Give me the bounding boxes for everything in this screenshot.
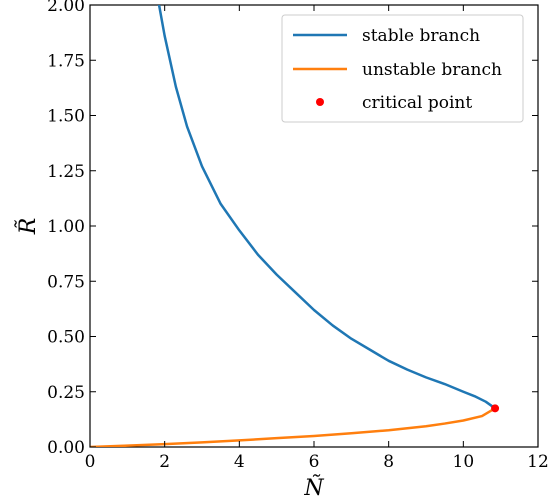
x-tick-label: 0 xyxy=(85,452,96,472)
y-tick-label: 0.50 xyxy=(47,328,85,348)
y-tick-label: 2.00 xyxy=(47,0,85,16)
y-axis-label: R̃ xyxy=(15,218,41,236)
x-tick-label: 10 xyxy=(453,452,475,472)
y-tick-label: 0.75 xyxy=(47,272,85,292)
y-axis-ticks: 0.00 0.25 0.50 0.75 1.00 1.25 1.50 1.75 2.00 xyxy=(47,0,538,458)
legend-label-stable-branch: stable branch xyxy=(362,26,480,46)
points-layer xyxy=(491,404,500,413)
series-layer xyxy=(90,5,497,447)
y-tick-label: 1.25 xyxy=(47,162,85,182)
x-tick-label: 6 xyxy=(309,452,320,472)
legend-box xyxy=(281,14,524,123)
y-tick-label: 0.00 xyxy=(47,438,85,458)
y-tick-label: 1.00 xyxy=(47,217,85,237)
legend: stable branch unstable branch critical p… xyxy=(281,14,524,123)
y-tick-label: 1.50 xyxy=(47,107,85,127)
x-tick-label: 4 xyxy=(234,452,245,472)
series-line-stable-branch xyxy=(157,5,497,410)
x-tick-label: 2 xyxy=(159,452,170,472)
critical-point-marker xyxy=(491,404,500,413)
y-tick-label: 1.75 xyxy=(47,51,85,71)
series-line-unstable-branch xyxy=(90,407,497,447)
y-tick-label: 0.25 xyxy=(47,383,85,403)
legend-label-critical-point: critical point xyxy=(362,93,472,113)
x-axis-ticks: 0 2 4 6 8 10 12 xyxy=(85,5,548,472)
legend-swatch-critical-point xyxy=(316,98,324,106)
x-tick-label: 12 xyxy=(527,452,548,472)
x-tick-label: 8 xyxy=(383,452,394,472)
legend-label-unstable-branch: unstable branch xyxy=(362,60,502,80)
x-axis-label: Ñ xyxy=(303,473,324,501)
